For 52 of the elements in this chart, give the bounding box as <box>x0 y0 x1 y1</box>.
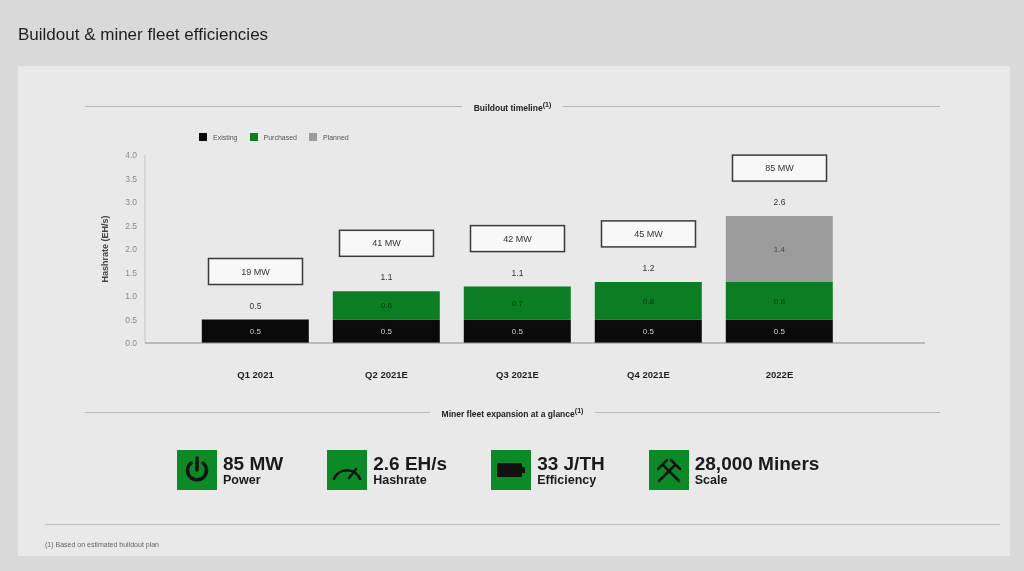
data-label: 0.5 <box>642 327 655 337</box>
annotation: 45 MW <box>634 229 664 240</box>
total-label: 1.2 <box>642 262 655 273</box>
text: 2.6 EH/s <box>373 452 448 474</box>
text: Scale <box>694 472 728 487</box>
x-tick-label: Q3 2021E <box>496 368 539 380</box>
y-tick-label: 0.0 <box>125 338 138 349</box>
text: Hashrate <box>373 472 428 487</box>
bar <box>332 291 440 320</box>
y-tick-label: 3.0 <box>125 197 138 208</box>
bar <box>725 281 833 320</box>
x-tick-label: Q1 2021 <box>237 368 275 380</box>
bar <box>725 216 833 282</box>
annotation: 85 MW <box>765 163 795 174</box>
y-tick-label: 2.5 <box>125 220 138 231</box>
bar <box>463 286 571 320</box>
bar <box>725 319 833 343</box>
data-label: 0.5 <box>511 327 524 337</box>
total-label: 2.6 <box>773 197 786 208</box>
text: 28,000 Miners <box>694 452 820 474</box>
data-label: 1.4 <box>773 244 786 254</box>
text: Miner fleet expansion at a glance$^{(1)}$ <box>440 407 585 419</box>
data-label: 0.5 <box>773 327 786 337</box>
y-tick-label: 3.5 <box>125 173 138 184</box>
total-label: 1.1 <box>511 267 524 278</box>
bar <box>463 319 571 343</box>
data-label: 0.5 <box>249 327 262 337</box>
x-tick-label: 2022E <box>765 368 794 380</box>
y-tick-label: 0.5 <box>125 314 138 325</box>
total-label: 1.1 <box>380 272 393 283</box>
bar <box>332 319 440 343</box>
text: 33 J/TH <box>537 452 605 474</box>
y-tick-label: 2.0 <box>125 244 138 255</box>
chart-title: Buildout & miner fleet efficiencies <box>18 24 269 46</box>
bar <box>594 319 702 343</box>
chart-subtitle: Buildout timeline$^{(1)}$ <box>472 101 553 113</box>
data-label: 0.5 <box>380 327 393 337</box>
x-tick-label: Q2 2021E <box>365 368 408 380</box>
x-tick-label: Q4 2021E <box>627 368 670 380</box>
y-axis-title: Hashrate (EH/s) <box>100 215 111 283</box>
annotation: 42 MW <box>503 233 533 244</box>
bar <box>594 281 702 320</box>
annotation: 19 MW <box>241 266 271 277</box>
text: Power <box>223 472 262 487</box>
annotation: 41 MW <box>372 238 402 249</box>
y-tick-label: 1.5 <box>125 267 138 278</box>
total-label: 0.5 <box>249 300 262 311</box>
bar <box>201 319 309 343</box>
text: Efficiency <box>537 472 598 487</box>
y-tick-label: 1.0 <box>125 291 138 302</box>
text: 85 MW <box>223 452 284 474</box>
y-tick-label: 4.0 <box>125 150 138 161</box>
